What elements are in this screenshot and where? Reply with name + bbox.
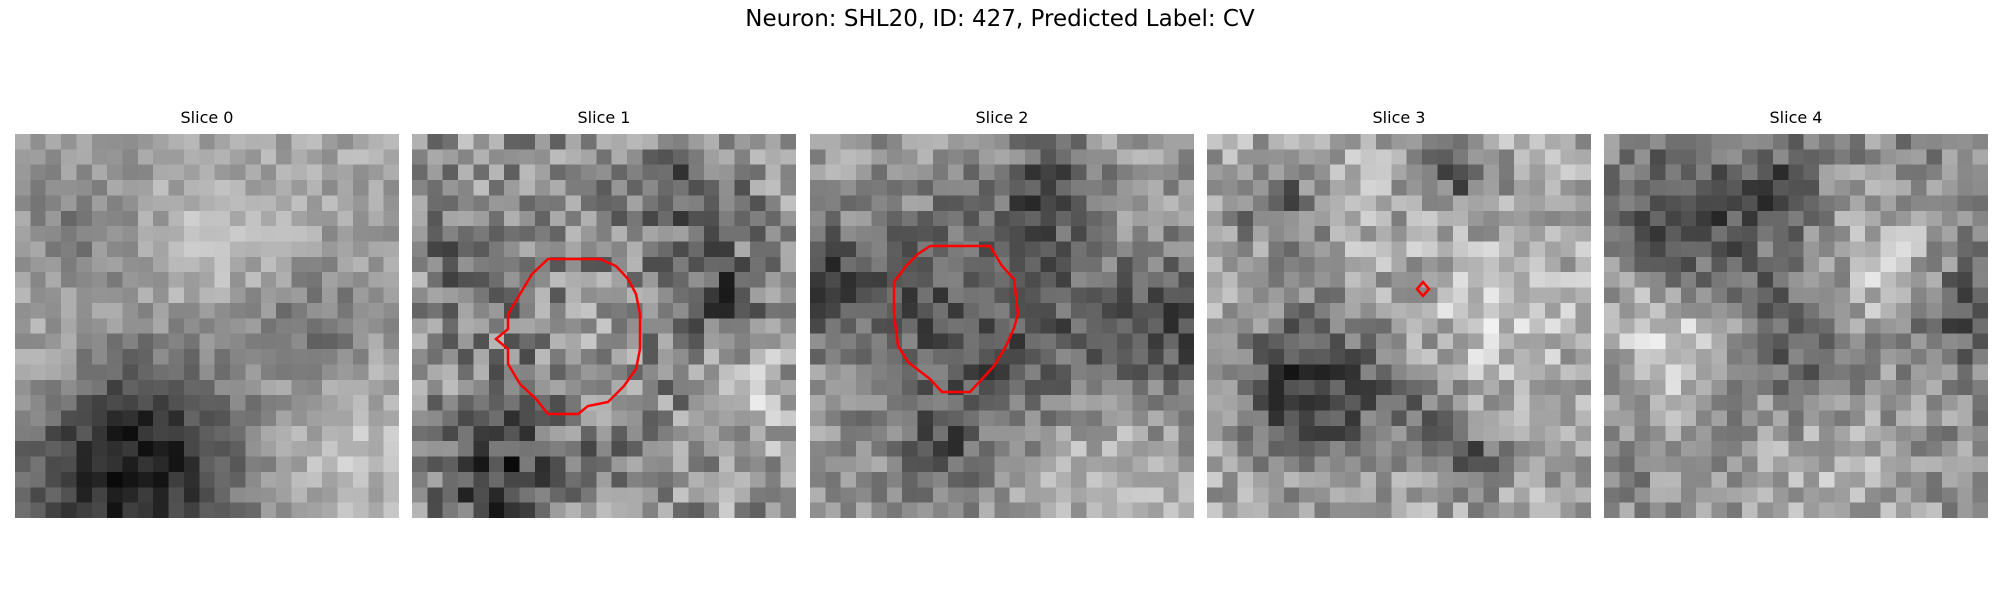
slice-panel-1: Slice 1 [412, 106, 796, 518]
slice-title: Slice 0 [180, 108, 234, 127]
slice-image [412, 134, 796, 518]
slice-panel-2: Slice 2 [810, 106, 1194, 518]
slice-panel-0: Slice 0 [15, 106, 399, 518]
slice-image [15, 134, 399, 518]
slice-title: Slice 3 [1372, 108, 1426, 127]
slice-image [810, 134, 1194, 518]
slice-title: Slice 4 [1769, 108, 1823, 127]
slice-title: Slice 1 [577, 108, 631, 127]
slice-image [1207, 134, 1591, 518]
slice-panel-4: Slice 4 [1604, 106, 1988, 518]
figure-title: Neuron: SHL20, ID: 427, Predicted Label:… [745, 6, 1255, 32]
slice-panel-3: Slice 3 [1207, 106, 1591, 518]
slice-image [1604, 134, 1988, 518]
slice-title: Slice 2 [975, 108, 1029, 127]
